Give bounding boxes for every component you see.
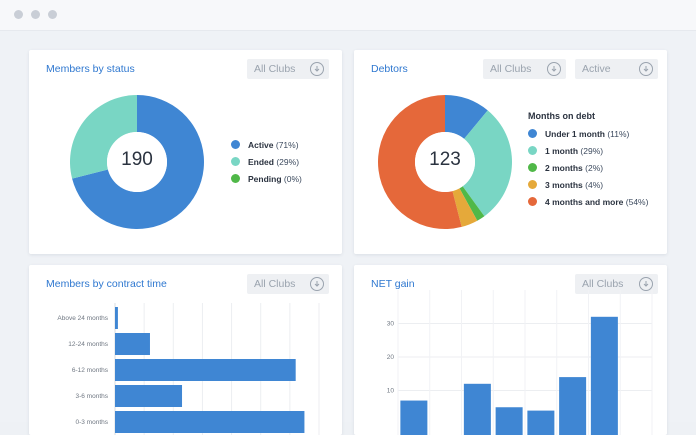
- legend-swatch: [528, 129, 537, 138]
- window-close-dot[interactable]: [14, 10, 23, 19]
- legend-percent: (71%): [273, 140, 299, 150]
- legend-item[interactable]: Ended (29%): [231, 157, 299, 167]
- dropdown-value: All Clubs: [582, 278, 624, 290]
- donut-center-value: 190: [121, 149, 153, 170]
- donut-slice[interactable]: [459, 186, 485, 221]
- donut-slice[interactable]: [70, 95, 137, 179]
- download-icon: [639, 277, 653, 291]
- card-title: Debtors: [371, 63, 408, 75]
- legend-label: Active: [248, 140, 274, 150]
- donut-slice[interactable]: [377, 95, 462, 230]
- window-maximize-dot[interactable]: [48, 10, 57, 19]
- bar[interactable]: [115, 333, 150, 355]
- members-by-contract-time-card: Members by contract time All Clubs Above…: [29, 265, 342, 435]
- download-icon: [310, 62, 324, 76]
- y-tick-label: 6-12 months: [72, 367, 109, 374]
- bar[interactable]: [115, 359, 296, 381]
- download-icon: [639, 62, 653, 76]
- legend-swatch: [528, 163, 537, 172]
- legend-percent: (0%): [281, 174, 302, 184]
- legend-item[interactable]: 2 months (2%): [528, 163, 603, 173]
- debtors-donut: [377, 95, 512, 230]
- net-gain-card: NET gain All Clubs 10 20 30: [354, 265, 667, 435]
- legend-item[interactable]: Active (71%): [231, 140, 299, 150]
- bar[interactable]: [527, 410, 555, 435]
- card-title: Members by status: [46, 63, 135, 75]
- donut-slice[interactable]: [452, 188, 478, 227]
- legend-label: 3 months: [545, 180, 583, 190]
- legend-label: 4 months and more: [545, 197, 624, 207]
- donut-slice[interactable]: [72, 95, 205, 229]
- bar[interactable]: [590, 316, 618, 435]
- legend-percent: (29%): [578, 146, 604, 156]
- legend-item[interactable]: 3 months (4%): [528, 180, 603, 190]
- legend-swatch: [528, 197, 537, 206]
- bar[interactable]: [115, 385, 183, 407]
- y-tick-label: 30: [387, 321, 395, 328]
- club-filter-dropdown[interactable]: All Clubs: [575, 274, 658, 294]
- legend-swatch: [231, 140, 240, 149]
- dropdown-value: All Clubs: [254, 63, 296, 75]
- card-title: Members by contract time: [46, 278, 167, 290]
- legend-swatch: [528, 180, 537, 189]
- members-by-status-card: Members by status All Clubs 190 Active (…: [29, 50, 342, 254]
- members-status-donut: [70, 95, 205, 229]
- legend-swatch: [528, 146, 537, 155]
- bar[interactable]: [463, 383, 491, 435]
- bar[interactable]: [115, 411, 305, 433]
- y-tick-label: 3-6 months: [75, 393, 108, 400]
- bar[interactable]: [115, 307, 118, 329]
- legend-item[interactable]: Pending (0%): [231, 174, 302, 184]
- legend-label: Under 1 month: [545, 129, 605, 139]
- download-icon: [310, 277, 324, 291]
- legend-swatch: [231, 157, 240, 166]
- bar[interactable]: [559, 377, 587, 435]
- legend-item[interactable]: 4 months and more (54%): [528, 197, 648, 207]
- y-tick-label: 20: [387, 354, 395, 361]
- club-filter-dropdown[interactable]: All Clubs: [247, 59, 329, 79]
- donut-center-value: 123: [429, 149, 461, 170]
- download-icon: [547, 62, 561, 76]
- legend-percent: (2%): [582, 163, 604, 173]
- dropdown-value: Active: [582, 63, 611, 75]
- y-tick-label: 0-3 months: [75, 419, 108, 426]
- legend-label: Pending: [248, 174, 282, 184]
- bar[interactable]: [400, 400, 428, 435]
- club-filter-dropdown[interactable]: All Clubs: [247, 274, 329, 294]
- debtors-card: Debtors All Clubs Active 123 Months on d…: [354, 50, 667, 254]
- legend-label: 2 months: [545, 163, 583, 173]
- window-titlebar: [0, 0, 696, 31]
- dropdown-value: All Clubs: [490, 63, 532, 75]
- y-tick-label: 10: [387, 388, 395, 395]
- legend-label: 1 month: [545, 146, 579, 156]
- y-tick-label: Above 24 months: [57, 315, 108, 322]
- legend-percent: (11%): [604, 129, 630, 139]
- donut-slice[interactable]: [445, 95, 488, 139]
- contract-time-bar-chart: Above 24 months 12-24 months 6-12 months 3-…: [57, 303, 320, 435]
- legend-swatch: [231, 174, 240, 183]
- legend-percent: (29%): [273, 157, 300, 167]
- bar[interactable]: [495, 407, 523, 435]
- legend-percent: (54%): [623, 197, 649, 207]
- donut-hole: [107, 132, 167, 192]
- y-tick-label: 12-24 months: [68, 341, 108, 348]
- window-minimize-dot[interactable]: [31, 10, 40, 19]
- legend-item[interactable]: Under 1 month (11%): [528, 129, 629, 139]
- status-filter-dropdown[interactable]: Active: [575, 59, 658, 79]
- legend-item[interactable]: 1 month (29%): [528, 146, 603, 156]
- net-gain-bar-chart: 10 20 30: [387, 290, 653, 435]
- club-filter-dropdown[interactable]: All Clubs: [483, 59, 566, 79]
- dropdown-value: All Clubs: [254, 278, 296, 290]
- donut-hole: [415, 132, 475, 192]
- legend-label: Ended: [248, 157, 274, 167]
- card-title: NET gain: [371, 278, 415, 290]
- legend-title: Months on debt: [528, 111, 595, 121]
- donut-slice[interactable]: [462, 110, 512, 217]
- legend-percent: (4%): [582, 180, 604, 190]
